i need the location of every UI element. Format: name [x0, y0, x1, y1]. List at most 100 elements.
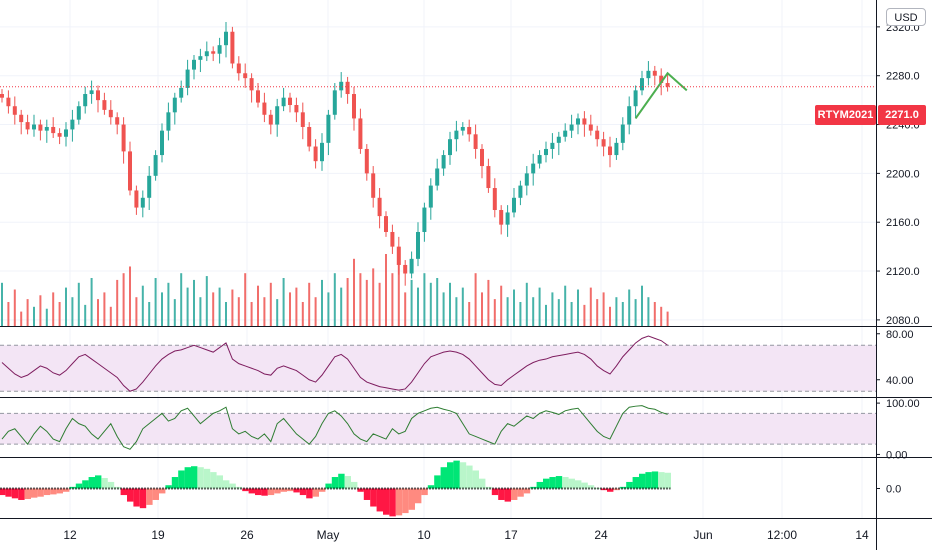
volume-bar — [564, 285, 567, 326]
candle-body — [19, 114, 24, 123]
volume-bar — [84, 304, 87, 326]
indicator-lines — [1, 71, 688, 450]
macd-bar — [127, 488, 134, 502]
x-tick-label: 17 — [504, 528, 518, 542]
currency-button[interactable]: USD — [886, 8, 926, 26]
candle-body — [192, 59, 196, 70]
candle-body — [89, 90, 94, 95]
macd-bar — [523, 488, 531, 494]
candle-body — [627, 106, 632, 125]
macd-bar — [415, 488, 422, 504]
candle-body — [659, 75, 664, 84]
macd-bar — [178, 470, 185, 489]
trend-line — [634, 71, 688, 120]
price-candles — [0, 21, 670, 286]
macd-bar — [299, 488, 307, 496]
volume-bar — [404, 292, 407, 326]
x-tick-label: 14 — [855, 528, 869, 542]
macd-bar — [395, 488, 403, 516]
volume-bar — [129, 266, 131, 326]
volume-bar — [429, 282, 432, 326]
candle-body — [364, 148, 369, 174]
volume-bar — [250, 302, 253, 326]
candle-body — [460, 126, 465, 131]
candle-body — [537, 155, 542, 164]
candle-body — [288, 97, 292, 106]
candle-body — [57, 133, 62, 137]
macd-bar — [626, 481, 633, 489]
volume-bar — [423, 273, 426, 326]
volume-bar — [506, 297, 509, 326]
macd-bar — [447, 462, 454, 489]
candle-body — [473, 134, 478, 149]
y-tick-label: 2160.0 — [886, 217, 920, 229]
candle-body — [166, 112, 171, 131]
volume-bar — [378, 282, 381, 326]
macd-bar — [274, 488, 281, 494]
y-tick-label: 2080.0 — [886, 315, 920, 327]
macd-bar — [203, 468, 211, 489]
macd-bar — [555, 476, 563, 489]
macd-bar — [120, 488, 127, 496]
volume-bar — [602, 292, 605, 326]
candle-body — [281, 97, 286, 107]
volume-bar — [282, 278, 285, 326]
macd-bar — [459, 462, 467, 489]
volume-bar — [461, 287, 464, 326]
candle-body — [582, 118, 587, 125]
candle-body — [25, 122, 30, 130]
volume-bar — [97, 299, 99, 326]
y-tick-label: 100.00 — [886, 398, 920, 410]
volume-bar — [193, 279, 195, 326]
macd-bar — [504, 488, 511, 502]
candle-body — [620, 124, 625, 143]
volume-bar — [276, 299, 279, 326]
macd-bar — [63, 488, 70, 492]
volume-bar — [481, 292, 483, 326]
candle-body — [332, 90, 337, 115]
candle-body — [44, 126, 49, 131]
macd-bar — [312, 488, 319, 497]
y-tick-label: 2280.0 — [886, 71, 920, 83]
volume-bar — [449, 282, 451, 326]
volume-bar — [77, 282, 80, 326]
y-tick-label: 80.00 — [886, 329, 914, 341]
macd-bar — [101, 478, 108, 489]
candle-body — [518, 185, 523, 198]
tick-labels: 12 19 26 May 10 17 24 Jun 12:00 142320.02280.0224… — [63, 22, 919, 542]
candle-body — [422, 207, 427, 232]
volume-bar — [519, 302, 522, 326]
volume-bar — [90, 278, 93, 326]
volume-bar — [583, 304, 586, 326]
macd-bar — [498, 488, 505, 500]
candle-body — [409, 258, 414, 274]
macd-bar — [267, 488, 275, 496]
volume-bar — [365, 279, 368, 326]
macd-histogram — [0, 460, 671, 517]
volume-bar — [141, 285, 144, 326]
stoch-line — [1, 405, 668, 450]
macd-bar — [18, 488, 25, 500]
candle-body — [198, 56, 203, 60]
candle-body — [313, 146, 318, 162]
volume-bar — [417, 287, 419, 326]
candle-body — [428, 185, 433, 208]
candle-body — [569, 124, 574, 131]
volume-bar — [122, 273, 125, 326]
macd-bar — [338, 473, 345, 489]
volume-bar — [666, 311, 669, 326]
macd-bar — [159, 488, 166, 494]
macd-bar — [632, 477, 639, 489]
volume-bar — [225, 302, 227, 326]
volume-bar — [647, 297, 650, 326]
macd-bar — [485, 486, 492, 489]
candle-body — [294, 105, 299, 113]
macd-bar — [50, 488, 57, 495]
candle-body — [467, 126, 472, 135]
candle-body — [544, 148, 548, 156]
candle-body — [153, 155, 158, 176]
macd-bar — [651, 471, 659, 489]
macd-bar — [31, 488, 38, 498]
